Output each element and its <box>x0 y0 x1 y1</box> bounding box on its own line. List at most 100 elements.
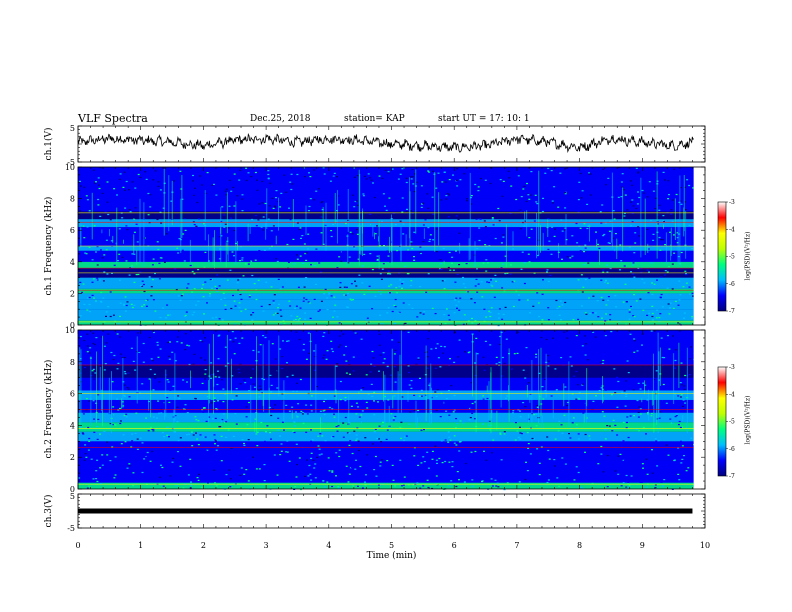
spectrogram-cell <box>168 401 171 403</box>
spectrogram-cell <box>292 480 295 483</box>
spectrogram-cell <box>172 347 175 349</box>
spectrogram-cell <box>289 305 292 307</box>
spectrogram-cell <box>638 334 641 336</box>
spectrogram-cell <box>335 452 338 454</box>
spectrogram-cell <box>204 192 207 194</box>
spectrogram-cell <box>509 448 512 450</box>
spectrogram-cell <box>519 416 522 418</box>
spectrogram-cell <box>259 204 262 206</box>
spectrogram-cell <box>686 179 689 181</box>
spectrogram-cell <box>680 362 683 364</box>
spectrogram-cell <box>183 217 186 219</box>
spectrogram-cell <box>600 279 603 281</box>
spectrogram-cell <box>173 180 175 182</box>
spectrogram-cell <box>671 263 674 265</box>
spectrogram-cell <box>597 340 600 342</box>
spectrogram-cell <box>306 413 309 415</box>
spectrogram-cell <box>112 424 115 426</box>
spectrogram-cell <box>106 368 109 370</box>
spectrogram-cell <box>542 336 545 338</box>
spectrogram-cell <box>102 297 105 299</box>
spectrogram-cell <box>541 386 544 388</box>
spectrogram-cell <box>687 467 690 469</box>
spectrogram-cell <box>174 268 177 270</box>
spectrogram-cell <box>316 456 319 458</box>
spectrogram-cell <box>585 479 587 481</box>
spectrogram-cell <box>143 290 146 293</box>
spectrogram-cell <box>413 394 416 396</box>
spectrogram-cell <box>113 424 116 426</box>
spectrogram-cell <box>583 251 585 253</box>
spectrogram-cell <box>303 286 306 288</box>
spectrogram-cell <box>692 295 694 297</box>
spectrogram-cell <box>242 274 245 276</box>
spectrogram-cell <box>506 272 509 274</box>
spectrogram-cell <box>361 410 364 412</box>
spectrogram-cell <box>499 343 501 346</box>
spectrogram-cell <box>424 219 427 221</box>
spectrogram-cell <box>371 269 374 271</box>
spectrogram-cell <box>216 195 219 197</box>
spectrogram-cell <box>640 386 643 389</box>
spectrogram-cell <box>525 270 528 272</box>
spectrogram-cell <box>171 351 174 353</box>
spectrogram-cell <box>466 290 469 292</box>
spectrogram-cell <box>463 188 465 190</box>
spectrogram-cell <box>215 406 218 408</box>
spectrogram-cell <box>597 316 600 318</box>
spectrogram-cell <box>683 455 685 457</box>
spectrogram-cell <box>333 172 336 174</box>
x-tick-label: 4 <box>326 541 331 550</box>
spectrogram-cell <box>476 195 479 197</box>
spectrogram-cell <box>218 285 221 287</box>
spectrogram-cell <box>613 361 616 363</box>
spectrogram-cell <box>154 272 156 275</box>
spectrogram-cell <box>219 248 222 250</box>
spectrogram-cell <box>270 384 273 386</box>
spectrogram-band <box>78 330 694 365</box>
spectrogram-cell <box>571 235 574 237</box>
spectrogram-cell <box>183 315 186 317</box>
spectrogram-cell <box>125 416 128 418</box>
spectrogram-cell <box>535 356 538 358</box>
spectrogram-cell <box>293 431 296 434</box>
spectrogram-cell <box>556 376 558 378</box>
spectrogram-cell <box>468 419 471 421</box>
spectrogram-cell <box>192 337 195 339</box>
spectrogram-cell <box>692 187 695 189</box>
spectrogram-cell <box>378 333 381 335</box>
spectrogram-cell <box>97 177 100 179</box>
spectrogram-cell <box>416 316 419 318</box>
spectrogram-cell <box>197 235 200 237</box>
spectrogram-cell <box>183 217 186 219</box>
spectrogram-cell <box>188 241 191 244</box>
spectrogram-cell <box>477 190 480 192</box>
spectrogram-cell <box>206 302 208 304</box>
spectrogram-cell <box>442 351 445 353</box>
spectrogram-cell <box>667 180 670 182</box>
spectrogram-cell <box>444 323 447 325</box>
spectrogram-cell <box>150 295 153 297</box>
spectrogram-cell <box>102 280 105 282</box>
spectrogram-cell <box>397 178 400 180</box>
spectrogram-cell <box>160 257 163 259</box>
spectrogram-cell <box>489 429 492 431</box>
spectrogram-cell <box>297 209 300 211</box>
spectrogram-cell <box>331 470 334 472</box>
spectrogram-cell <box>482 395 485 397</box>
spectrogram-cell <box>101 464 104 466</box>
spectrogram-cell <box>323 413 326 416</box>
spectrogram-cell <box>315 190 318 192</box>
spectrogram-cell <box>497 325 500 327</box>
spectrogram-cell <box>332 223 334 226</box>
spectrogram-cell <box>371 443 374 445</box>
spectrogram-cell <box>233 323 236 326</box>
spectrogram-cell <box>647 248 650 250</box>
spectrogram-cell <box>368 289 371 291</box>
spectrogram-cell <box>547 319 550 321</box>
spectrogram-cell <box>675 193 678 196</box>
spectrogram-cell <box>553 186 556 188</box>
spectrogram-cell <box>584 247 587 249</box>
spectrogram-cell <box>277 417 280 419</box>
spectrogram-cell <box>167 314 170 316</box>
